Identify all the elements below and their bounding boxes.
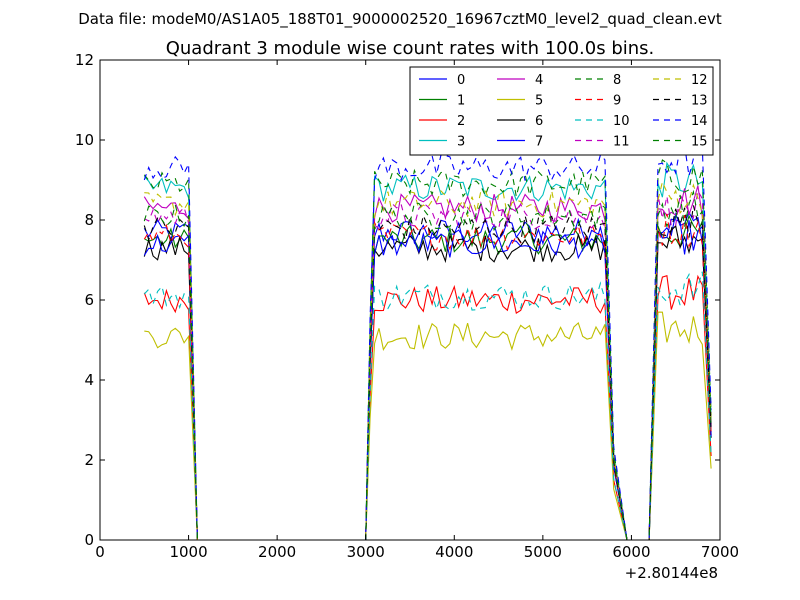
series-line-6 — [143, 224, 712, 540]
x-axis: 0 1000 2000 3000 4000 5000 6000 7000 — [95, 60, 739, 561]
legend-label-2: 2 — [457, 114, 465, 129]
series-line-4 — [143, 185, 712, 540]
x-tick-label: 1000 — [169, 543, 207, 561]
series-line-9 — [143, 213, 712, 540]
legend-label-7: 7 — [535, 135, 543, 150]
series-line-11 — [144, 189, 712, 540]
legend-label-13: 13 — [691, 94, 708, 109]
y-tick-label: 12 — [75, 51, 94, 69]
y-tick-label: 8 — [84, 211, 94, 229]
y-tick-label: 4 — [84, 371, 94, 389]
series-line-10 — [143, 271, 712, 540]
figure-suptitle: Data file: modeM0/AS1A05_188T01_90000025… — [78, 10, 722, 29]
legend-label-14: 14 — [691, 114, 708, 129]
series-line-15 — [143, 189, 712, 540]
legend-label-3: 3 — [457, 135, 465, 150]
x-tick-label: 2000 — [258, 543, 296, 561]
legend-label-11: 11 — [613, 135, 630, 150]
x-tick-label: 0 — [95, 543, 105, 561]
y-tick-label: 0 — [84, 531, 94, 549]
series-line-0 — [143, 210, 712, 540]
legend-label-8: 8 — [613, 73, 621, 88]
series-line-14 — [143, 144, 712, 540]
y-tick-label: 2 — [84, 451, 94, 469]
series-line-7 — [143, 218, 712, 540]
legend-label-9: 9 — [613, 94, 621, 109]
chart-title: Quadrant 3 module wise count rates with … — [166, 38, 655, 59]
x-tick-label: 6000 — [612, 543, 650, 561]
x-tick-label: 7000 — [701, 543, 739, 561]
legend-label-6: 6 — [535, 114, 543, 129]
series-line-5 — [144, 311, 712, 540]
y-tick-label: 10 — [75, 131, 94, 149]
series-layer — [143, 144, 712, 540]
series-line-3 — [143, 161, 712, 540]
legend-label-1: 1 — [457, 94, 465, 109]
legend-label-12: 12 — [691, 73, 708, 88]
legend-label-4: 4 — [535, 73, 543, 88]
x-tick-label: 5000 — [524, 543, 562, 561]
legend-frame — [409, 66, 714, 156]
x-tick-label: 3000 — [347, 543, 385, 561]
x-offset-label: +2.80144e8 — [625, 564, 718, 582]
series-line-1 — [144, 214, 712, 540]
series-line-2 — [143, 274, 712, 540]
series-line-13 — [143, 205, 712, 540]
y-tick-label: 6 — [84, 291, 94, 309]
series-line-8 — [143, 159, 712, 540]
plot-area: 0 1000 2000 3000 4000 5000 6000 7000 024681012 … — [75, 51, 739, 582]
legend-label-15: 15 — [691, 135, 708, 150]
legend-label-5: 5 — [535, 94, 543, 109]
legend-label-10: 10 — [613, 114, 630, 129]
legend-label-0: 0 — [457, 73, 465, 88]
x-tick-label: 4000 — [435, 543, 473, 561]
